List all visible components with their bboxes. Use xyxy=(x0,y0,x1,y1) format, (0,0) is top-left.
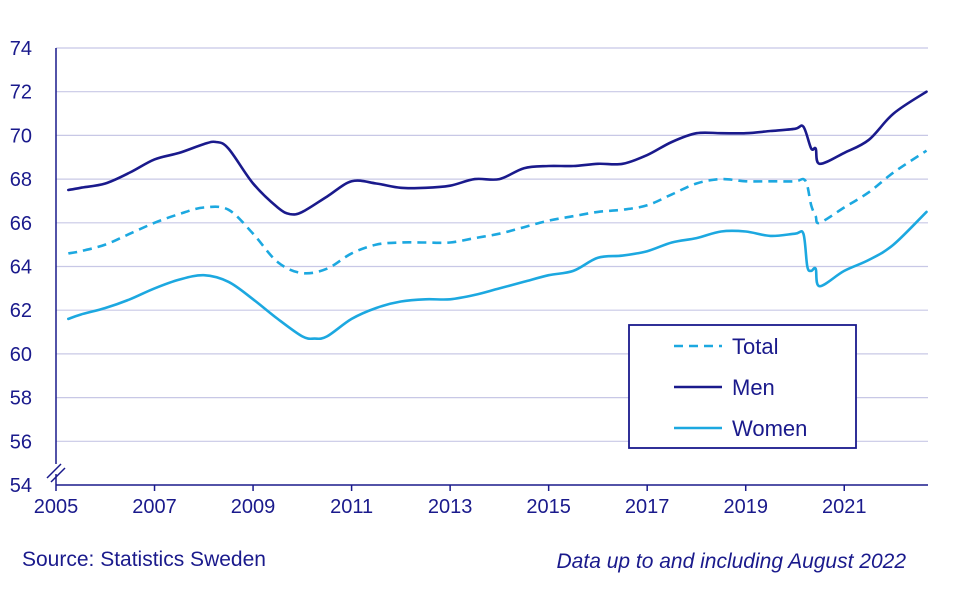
y-tick-label: 56 xyxy=(10,431,32,453)
legend-label-total: Total xyxy=(732,334,778,359)
y-tick-label: 66 xyxy=(10,213,32,235)
x-tick-label: 2013 xyxy=(428,496,473,518)
x-tick-label: 2011 xyxy=(330,496,373,518)
series-line-total xyxy=(68,149,928,275)
y-tick-label: 58 xyxy=(10,388,32,410)
y-tick-label: 70 xyxy=(10,125,32,147)
legend-label-men: Men xyxy=(732,375,775,400)
source-text: Source: Statistics Sweden xyxy=(22,548,266,571)
x-tick-label: 2017 xyxy=(625,496,670,518)
y-tick-label: 60 xyxy=(10,344,32,366)
legend-box xyxy=(628,324,857,449)
y-tick-label: 74 xyxy=(10,38,32,60)
data-note: Data up to and including August 2022 xyxy=(556,550,906,573)
x-axis-ticks: 2005 2007 2009 2011 2013 2015 2017 2019 2021 xyxy=(34,485,867,518)
axes xyxy=(46,48,928,486)
legend-label-women: Women xyxy=(732,416,807,441)
series-line-women xyxy=(67,210,928,341)
x-tick-label: 2019 xyxy=(723,496,768,518)
series-line-men xyxy=(67,90,928,216)
y-tick-label: 62 xyxy=(10,300,32,322)
y-tick-label: 72 xyxy=(10,82,32,104)
x-tick-label: 2007 xyxy=(132,496,177,518)
y-tick-label: 68 xyxy=(10,169,32,191)
axis-break-mark xyxy=(46,463,62,479)
x-tick-label: 2015 xyxy=(526,496,571,518)
x-tick-label: 2021 xyxy=(822,496,867,518)
legend: Total Men Women xyxy=(628,324,857,449)
series-lines xyxy=(67,90,928,341)
gridlines xyxy=(56,47,928,442)
x-tick-label: 2005 xyxy=(34,496,79,518)
y-tick-label: 54 xyxy=(10,475,32,497)
axis-break-mark xyxy=(50,467,66,483)
y-tick-label: 64 xyxy=(10,257,32,279)
y-axis-ticks: 54 56 58 60 62 64 66 68 70 72 74 xyxy=(10,38,32,497)
x-tick-label: 2009 xyxy=(231,496,276,518)
